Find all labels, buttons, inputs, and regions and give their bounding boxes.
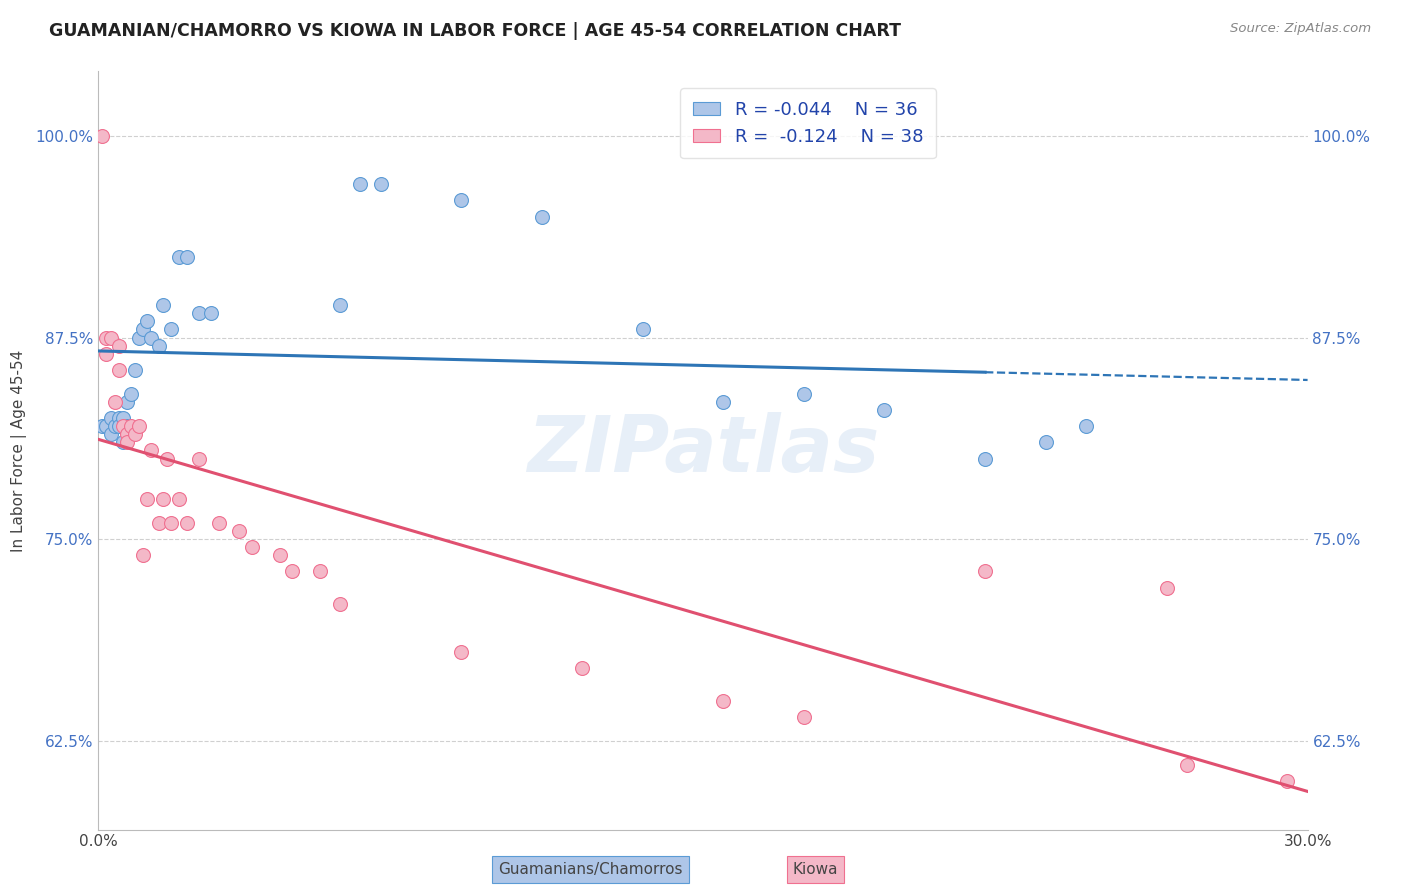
Point <box>115 395 138 409</box>
Point <box>107 338 129 352</box>
Point <box>793 709 815 723</box>
Point <box>115 435 138 450</box>
Point <box>160 516 183 530</box>
Point <box>96 330 118 344</box>
Point <box>100 330 122 344</box>
Point <box>107 411 129 425</box>
Point <box>711 395 734 409</box>
Text: Kiowa: Kiowa <box>793 863 838 877</box>
Point <box>96 419 118 434</box>
Point <box>793 387 815 401</box>
Y-axis label: In Labor Force | Age 45-54: In Labor Force | Age 45-54 <box>11 350 27 551</box>
Point <box>167 491 190 506</box>
Point <box>91 419 114 434</box>
Point <box>111 419 134 434</box>
Point <box>176 250 198 264</box>
Point <box>1074 419 1097 434</box>
Point <box>91 128 114 143</box>
Point <box>188 306 211 320</box>
Point <box>156 451 179 466</box>
Point <box>100 427 122 442</box>
Point <box>120 387 142 401</box>
Point <box>107 419 129 434</box>
Point <box>128 419 150 434</box>
Point <box>139 330 162 344</box>
Point <box>152 298 174 312</box>
Point <box>329 597 352 611</box>
Point <box>135 491 157 506</box>
Point <box>115 419 138 434</box>
Point <box>128 330 150 344</box>
Point <box>176 516 198 530</box>
Point <box>1175 758 1198 772</box>
Point <box>139 443 162 458</box>
Point <box>571 661 593 675</box>
Point <box>309 565 332 579</box>
Point <box>167 250 190 264</box>
Point <box>107 363 129 377</box>
Point <box>530 210 553 224</box>
Point <box>1035 435 1057 450</box>
Point <box>450 645 472 659</box>
Point <box>631 322 654 336</box>
Text: Source: ZipAtlas.com: Source: ZipAtlas.com <box>1230 22 1371 36</box>
Point <box>873 403 896 417</box>
Point <box>281 565 304 579</box>
Point <box>135 314 157 328</box>
Point <box>148 516 170 530</box>
Point <box>111 435 134 450</box>
Point <box>329 298 352 312</box>
Point <box>188 451 211 466</box>
Point <box>96 346 118 360</box>
Text: ZIPatlas: ZIPatlas <box>527 412 879 489</box>
Point <box>450 194 472 208</box>
Point <box>974 451 997 466</box>
Point <box>103 395 125 409</box>
Point <box>349 178 371 192</box>
Point <box>124 427 146 442</box>
Point <box>100 411 122 425</box>
Point <box>132 549 155 563</box>
Point <box>152 491 174 506</box>
Point <box>103 419 125 434</box>
Point <box>124 363 146 377</box>
Text: Guamanians/Chamorros: Guamanians/Chamorros <box>498 863 683 877</box>
Point <box>1156 581 1178 595</box>
Text: GUAMANIAN/CHAMORRO VS KIOWA IN LABOR FORCE | AGE 45-54 CORRELATION CHART: GUAMANIAN/CHAMORRO VS KIOWA IN LABOR FOR… <box>49 22 901 40</box>
Point <box>200 306 222 320</box>
Point <box>160 322 183 336</box>
Point <box>240 541 263 555</box>
Point <box>228 524 250 538</box>
Point <box>111 411 134 425</box>
Point <box>120 419 142 434</box>
Point <box>148 338 170 352</box>
Point <box>711 693 734 707</box>
Point <box>115 427 138 442</box>
Point <box>208 516 231 530</box>
Point <box>269 549 291 563</box>
Point <box>1277 774 1299 789</box>
Legend: R = -0.044    N = 36, R =  -0.124    N = 38: R = -0.044 N = 36, R = -0.124 N = 38 <box>681 88 936 158</box>
Point <box>370 178 392 192</box>
Point <box>132 322 155 336</box>
Point <box>974 565 997 579</box>
